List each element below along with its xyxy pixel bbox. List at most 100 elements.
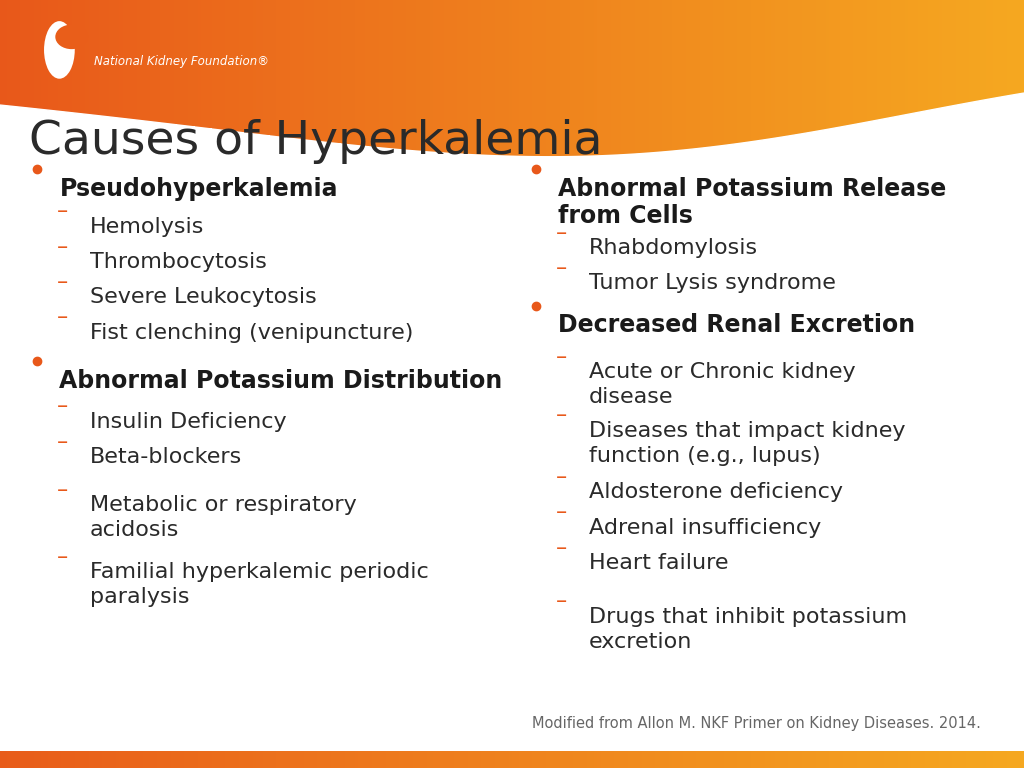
Bar — [61, 111, 65, 123]
Bar — [461, 751, 464, 768]
Bar — [297, 751, 300, 768]
Bar — [584, 123, 587, 157]
Bar — [95, 751, 99, 768]
Bar — [799, 0, 802, 123]
Bar — [102, 0, 105, 123]
Bar — [908, 751, 911, 768]
Bar — [771, 0, 775, 123]
Bar — [130, 119, 133, 123]
Bar — [34, 108, 38, 123]
Bar — [502, 751, 505, 768]
Bar — [58, 111, 61, 123]
Bar — [143, 0, 146, 123]
Bar — [693, 751, 696, 768]
Bar — [822, 123, 826, 131]
Bar — [358, 123, 361, 146]
Bar — [243, 123, 246, 133]
Bar — [205, 751, 208, 768]
Bar — [744, 0, 748, 123]
Bar — [454, 123, 458, 154]
Bar — [843, 0, 847, 123]
Bar — [536, 123, 540, 157]
Bar — [331, 0, 335, 123]
Bar — [481, 0, 484, 123]
Bar — [69, 751, 72, 768]
Bar — [376, 0, 379, 123]
Bar — [136, 0, 140, 123]
Bar — [54, 111, 58, 123]
Bar — [492, 751, 495, 768]
Bar — [495, 751, 499, 768]
Bar — [925, 751, 929, 768]
Bar — [922, 751, 925, 768]
Bar — [420, 751, 423, 768]
Bar — [202, 0, 205, 123]
Bar — [543, 123, 546, 157]
Bar — [543, 0, 546, 123]
Bar — [973, 102, 976, 123]
Bar — [174, 0, 177, 123]
Bar — [863, 751, 867, 768]
Bar — [99, 0, 102, 123]
Bar — [181, 123, 184, 125]
Bar — [932, 0, 935, 123]
Bar — [628, 123, 632, 154]
Bar — [748, 0, 751, 123]
Bar — [663, 0, 666, 123]
Bar — [932, 110, 935, 123]
Text: National Kidney Foundation®: National Kidney Foundation® — [94, 55, 269, 68]
Bar — [778, 0, 781, 123]
Bar — [720, 751, 724, 768]
Bar — [755, 751, 758, 768]
Bar — [822, 751, 826, 768]
Bar — [92, 0, 95, 123]
Bar — [212, 751, 215, 768]
Bar — [963, 0, 966, 123]
Bar — [949, 0, 952, 123]
Bar — [744, 751, 748, 768]
Bar — [546, 751, 550, 768]
Bar — [44, 110, 48, 123]
Bar — [389, 0, 392, 123]
Bar — [573, 0, 577, 123]
Bar — [802, 123, 806, 134]
Bar — [655, 123, 658, 153]
Bar — [167, 751, 171, 768]
Bar — [724, 0, 727, 123]
Bar — [328, 751, 331, 768]
Bar — [840, 0, 843, 123]
Bar — [707, 751, 710, 768]
Bar — [648, 123, 652, 153]
Text: Severe Leukocytosis: Severe Leukocytosis — [90, 287, 316, 307]
Bar — [829, 123, 833, 129]
Bar — [873, 121, 878, 123]
Bar — [727, 0, 730, 123]
Bar — [474, 0, 478, 123]
Bar — [195, 123, 198, 127]
Bar — [191, 123, 195, 127]
Bar — [566, 751, 570, 768]
Bar — [550, 751, 553, 768]
Bar — [591, 0, 594, 123]
Bar — [379, 0, 382, 123]
Bar — [143, 751, 146, 768]
Bar — [92, 751, 95, 768]
Bar — [679, 751, 683, 768]
Bar — [740, 751, 744, 768]
Bar — [532, 751, 536, 768]
Bar — [38, 751, 41, 768]
Bar — [683, 751, 686, 768]
Bar — [440, 0, 443, 123]
Bar — [314, 123, 317, 141]
Bar — [607, 0, 611, 123]
Bar — [799, 751, 802, 768]
Bar — [993, 98, 996, 123]
Bar — [253, 123, 256, 134]
Bar — [187, 123, 191, 126]
Bar — [942, 0, 945, 123]
Bar — [635, 123, 638, 154]
Bar — [581, 123, 584, 157]
Bar — [499, 0, 502, 123]
Bar — [502, 0, 505, 123]
Bar — [860, 751, 863, 768]
